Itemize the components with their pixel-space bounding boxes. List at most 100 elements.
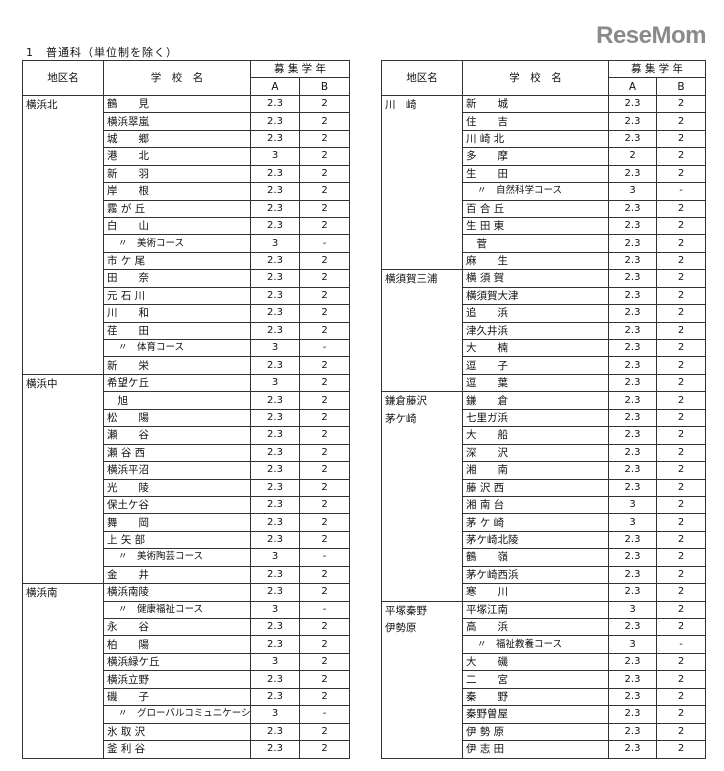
year-b: 2	[298, 513, 351, 532]
school-name: 伊 志 田	[462, 740, 609, 759]
district-name: 鎌倉藤沢 茅ケ崎	[381, 391, 463, 602]
left-table: 地区名 学 校 名 募 集 学 年 A B 横浜北鶴 見 2.3 2 横浜翠嵐 2.3 2…	[22, 59, 351, 759]
year-a: 3	[250, 705, 300, 724]
school-name: 上 矢 部	[103, 530, 251, 550]
table-row: 生 田 2.3 2	[382, 164, 707, 184]
school-name: 追 浜	[462, 304, 609, 323]
table-row: 横浜翠嵐 2.3 2	[23, 112, 351, 131]
school-name: 新 羽	[103, 164, 251, 184]
year-a: 2.3	[250, 304, 300, 323]
year-b: -	[298, 338, 351, 358]
year-b: 2	[655, 304, 707, 323]
right-table: 地区名 学 校 名 募 集 学 年 A B 川 崎新 城 2.3 2 住 吉 2.3 2 川…	[381, 59, 707, 759]
district-name: 横浜南	[22, 583, 104, 759]
year-b: 2	[655, 373, 707, 393]
year-b: 2	[655, 94, 707, 114]
year-b: -	[298, 548, 351, 567]
year-a: 2.3	[608, 652, 657, 672]
year-a: 2.3	[250, 321, 300, 341]
table-row: 伊 志 田 2.3 2	[382, 740, 707, 759]
school-name: 〃 美術コース	[103, 234, 251, 253]
year-b: 2	[298, 495, 351, 515]
year-b: 2	[655, 164, 707, 184]
year-a: 2.3	[608, 583, 657, 602]
school-name: 寒 川	[462, 583, 609, 602]
school-name: 逗 子	[462, 356, 609, 375]
school-name: 逗 葉	[462, 373, 609, 393]
school-name: 荏 田	[103, 321, 251, 341]
table-row: 麻 生 2.3 2	[382, 251, 707, 271]
year-b: 2	[655, 513, 707, 532]
year-a: 2.3	[250, 216, 300, 236]
year-b: 2	[655, 495, 707, 515]
year-a: 3	[608, 513, 657, 532]
school-name: 横浜翠嵐	[103, 112, 251, 131]
year-a: 2.3	[250, 443, 300, 463]
table-row: 横浜平沼 2.3 2	[23, 461, 351, 480]
year-a: 2.3	[250, 583, 300, 602]
year-a: 2.3	[250, 182, 300, 201]
year-b: 2	[298, 391, 351, 410]
year-a: 3	[608, 495, 657, 515]
table-row: 住 吉 2.3 2	[382, 112, 707, 131]
year-a: 2.3	[250, 635, 300, 654]
year-b: 2	[298, 356, 351, 375]
year-b: 2	[655, 652, 707, 672]
header-school: 学 校 名	[462, 60, 609, 96]
year-a: 2.3	[608, 722, 657, 742]
table-row: 伊 勢 原 2.3 2	[382, 722, 707, 742]
year-b: 2	[655, 234, 707, 253]
school-name: 七里ガ浜	[462, 408, 609, 428]
school-name: 新 栄	[103, 356, 251, 375]
school-name: 白 山	[103, 216, 251, 236]
table-row: 鶴 嶺 2.3 2	[382, 548, 707, 567]
school-name: 湘 南	[462, 461, 609, 480]
year-b: 2	[298, 617, 351, 637]
year-a: 2.3	[608, 670, 657, 689]
year-b: 2	[298, 443, 351, 463]
header-years: 募 集 学 年	[249, 59, 351, 79]
year-a: 2.3	[250, 530, 300, 550]
table-row: 秦野曽屋 2.3 2	[382, 705, 707, 724]
school-name: 鶴 見	[103, 94, 251, 114]
year-b: 2	[655, 548, 707, 567]
year-b: 2	[655, 670, 707, 689]
table-row: 逗 葉 2.3 2	[382, 373, 707, 393]
year-a: 2.3	[250, 478, 300, 497]
year-b: 2	[298, 94, 351, 114]
school-name: 生 田 東	[462, 216, 609, 236]
year-a: 2.3	[250, 495, 300, 515]
year-b: 2	[655, 269, 707, 288]
year-a: 3	[250, 147, 300, 166]
year-a: 3	[250, 600, 300, 620]
year-b: 2	[655, 251, 707, 271]
table-row: 新 栄 2.3 2	[23, 356, 351, 375]
table-row: 川 崎新 城 2.3 2	[381, 94, 707, 271]
school-name: 〃 グローバルコミュニケーションコース	[103, 705, 251, 724]
year-a: 3	[608, 600, 657, 620]
year-a: 3	[250, 234, 300, 253]
year-b: 2	[298, 304, 351, 323]
year-a: 2.3	[250, 722, 300, 742]
year-a: 2.3	[608, 548, 657, 567]
course-row: 〃 美術コース 3-	[23, 234, 351, 253]
table-row: 横須賀三浦横 須 賀 2.3 2	[381, 269, 707, 393]
year-a: 2.3	[250, 269, 300, 288]
year-a: 2.3	[608, 129, 657, 149]
school-name: 柏 陽	[103, 635, 251, 654]
school-name: 〃 健康福祉コース	[103, 600, 251, 620]
year-a: 2.3	[608, 461, 657, 480]
year-b: 2	[298, 182, 351, 201]
year-b: -	[655, 635, 707, 654]
year-a: 2.3	[250, 112, 300, 131]
table-row: 新 羽 2.3 2	[23, 164, 351, 184]
year-a: 2.3	[250, 94, 300, 114]
year-a: 2.3	[250, 426, 300, 445]
year-b: 2	[298, 373, 351, 393]
table-row: 金 井 2.3 2	[23, 565, 351, 585]
year-a: 2.3	[608, 705, 657, 724]
school-name: 瀬 谷 西	[103, 443, 251, 463]
